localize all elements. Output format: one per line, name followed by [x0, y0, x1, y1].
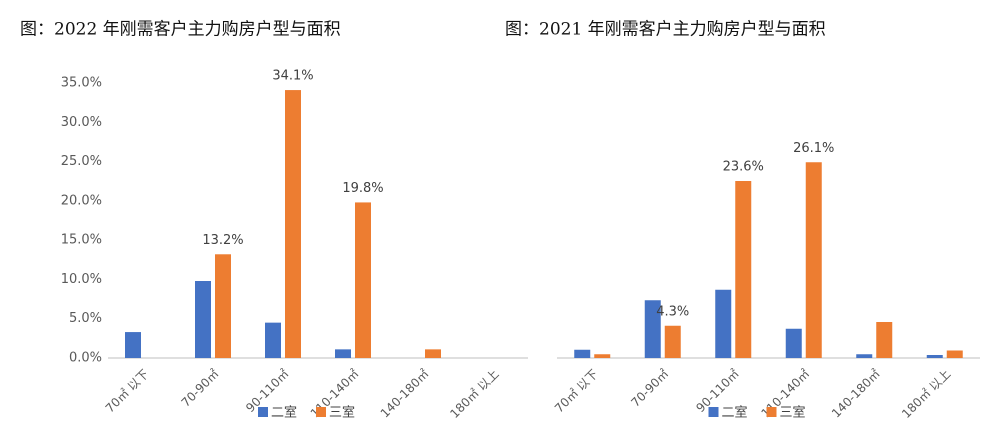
- bar: [285, 90, 301, 359]
- bar: [425, 349, 441, 358]
- y-tick-label: 35.0%: [61, 76, 102, 91]
- y-tick-label: 15.0%: [61, 233, 102, 248]
- bar: [785, 328, 802, 358]
- bar: [195, 281, 211, 358]
- legend-label: 二室: [271, 405, 297, 421]
- value-label: 19.8%: [342, 181, 383, 196]
- x-tick-label: 180㎡ 以上: [447, 367, 501, 421]
- y-tick-label: 25.0%: [61, 154, 102, 169]
- legend-swatch: [258, 407, 268, 417]
- x-tick-label: 140-180㎡: [829, 367, 883, 421]
- bar: [876, 322, 893, 358]
- y-tick-label: 0.0%: [69, 351, 102, 366]
- bar: [355, 202, 371, 358]
- value-label: 13.2%: [202, 233, 243, 248]
- x-tick-label: 70㎡ 以下: [103, 367, 152, 416]
- legend-label: 二室: [722, 405, 748, 421]
- legend-label: 三室: [329, 405, 355, 421]
- bar: [594, 354, 611, 358]
- bar: [926, 355, 943, 358]
- bar: [265, 322, 281, 358]
- legend-swatch: [766, 407, 777, 417]
- y-tick-label: 10.0%: [61, 272, 102, 287]
- value-label: 23.6%: [723, 160, 764, 175]
- legend-swatch: [708, 407, 719, 417]
- bar: [715, 289, 732, 358]
- bar: [125, 332, 141, 358]
- bar: [644, 300, 661, 358]
- y-tick-label: 30.0%: [61, 115, 102, 130]
- value-label: 26.1%: [793, 141, 834, 156]
- bar: [664, 325, 681, 358]
- bar: [574, 349, 591, 358]
- bar: [335, 349, 351, 358]
- bar: [215, 254, 231, 358]
- value-label: 4.3%: [656, 304, 689, 319]
- x-tick-label: 180㎡ 以上: [899, 367, 953, 421]
- bar: [856, 354, 873, 358]
- chart-title: 图：2022 年刚需客户主力购房户型与面积: [20, 20, 341, 40]
- bar: [805, 162, 822, 358]
- y-tick-label: 5.0%: [69, 311, 102, 326]
- chart-title: 图：2021 年刚需客户主力购房户型与面积: [505, 20, 826, 40]
- legend-label: 三室: [780, 405, 806, 421]
- bar: [946, 350, 963, 358]
- x-tick-label: 140-180㎡: [378, 367, 432, 421]
- legend-swatch: [316, 407, 326, 417]
- y-tick-label: 20.0%: [61, 193, 102, 208]
- value-label: 34.1%: [272, 69, 313, 84]
- x-tick-label: 70-90㎡: [628, 367, 671, 410]
- bar: [735, 181, 752, 358]
- x-tick-label: 70-90㎡: [179, 367, 222, 410]
- x-tick-label: 70㎡ 以下: [552, 367, 601, 416]
